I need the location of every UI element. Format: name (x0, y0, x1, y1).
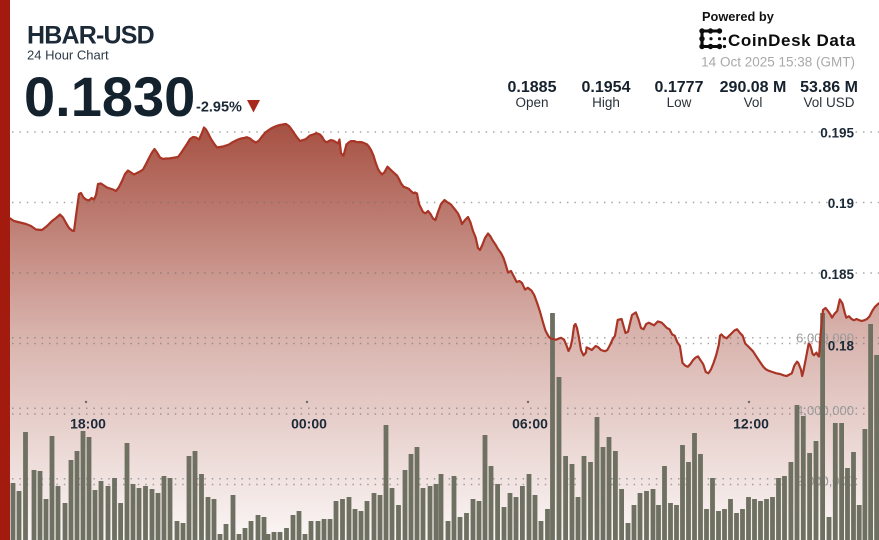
svg-text:12:00: 12:00 (733, 416, 769, 432)
svg-text:0.1830: 0.1830 (24, 65, 195, 128)
svg-text:00:00: 00:00 (291, 416, 327, 432)
svg-text:53.86 M: 53.86 M (800, 79, 858, 96)
svg-text:06:00: 06:00 (512, 416, 548, 432)
svg-text:-2.95%: -2.95% (196, 100, 242, 116)
svg-text:Low: Low (667, 95, 692, 110)
svg-text:0.19: 0.19 (828, 196, 854, 211)
svg-text:4,000,000: 4,000,000 (796, 403, 854, 418)
svg-text:Vol: Vol (744, 95, 763, 110)
svg-text:290.08 M: 290.08 M (720, 79, 787, 96)
svg-text:CoinDesk Data: CoinDesk Data (728, 31, 856, 50)
svg-text:6,000,000: 6,000,000 (796, 331, 854, 346)
svg-text:0.1954: 0.1954 (582, 79, 631, 96)
svg-text:0.185: 0.185 (820, 267, 854, 282)
svg-text:High: High (592, 95, 620, 110)
svg-text:14 Oct 2025 15:38 (GMT): 14 Oct 2025 15:38 (GMT) (701, 55, 855, 70)
svg-text:0.1777: 0.1777 (655, 79, 704, 96)
svg-text:0.18: 0.18 (828, 339, 855, 354)
svg-text:Powered by: Powered by (702, 9, 775, 24)
svg-text:Open: Open (515, 95, 548, 110)
svg-text:18:00: 18:00 (70, 416, 106, 432)
svg-text:Vol USD: Vol USD (803, 95, 854, 110)
svg-text:HBAR-USD: HBAR-USD (27, 22, 154, 50)
svg-text:24 Hour Chart: 24 Hour Chart (27, 48, 109, 63)
svg-text:0.1885: 0.1885 (508, 79, 557, 96)
svg-text:0.195: 0.195 (820, 126, 854, 141)
